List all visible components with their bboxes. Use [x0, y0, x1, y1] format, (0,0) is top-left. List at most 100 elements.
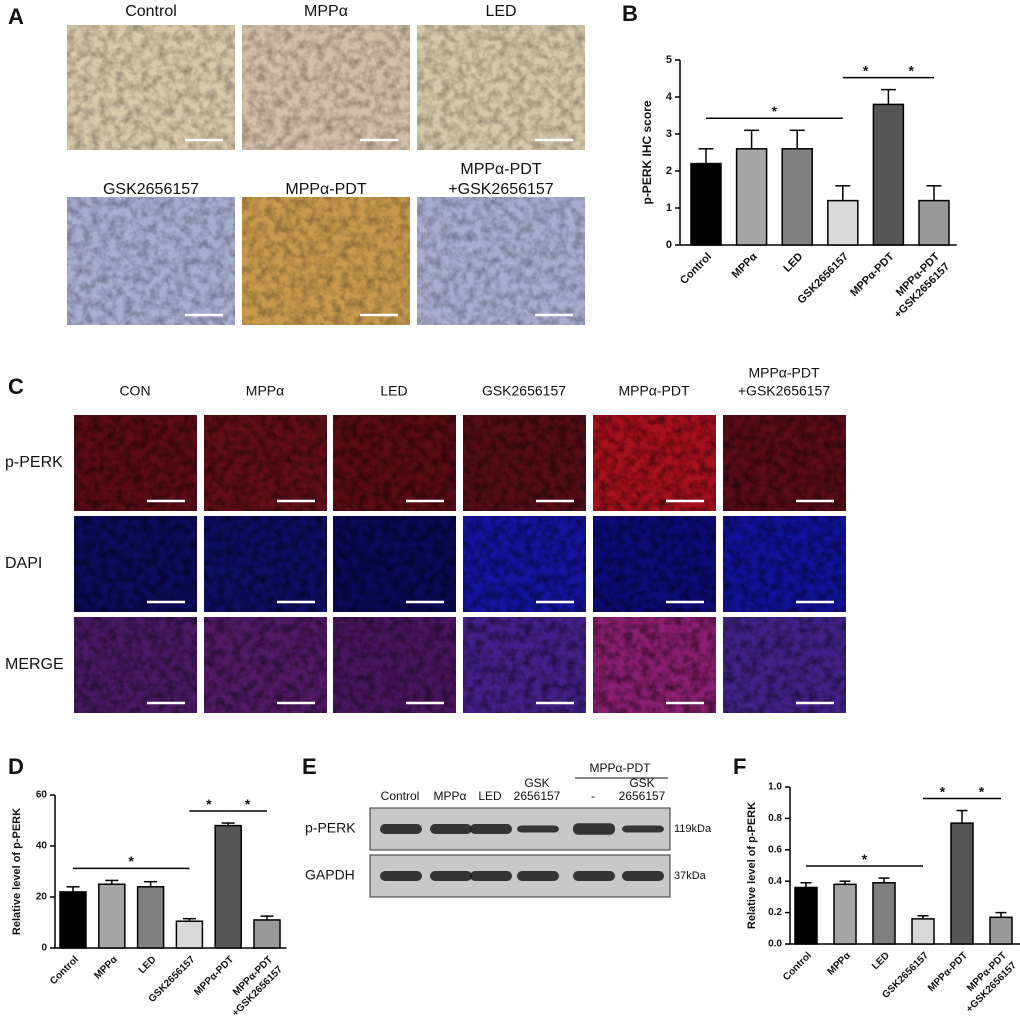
if-image-texture	[204, 617, 327, 713]
y-tick-label: 0	[666, 239, 672, 251]
ihc-caption: MPPα	[304, 3, 348, 20]
if-column-label: MPPα-PDT	[748, 365, 820, 381]
panel-label: D	[8, 754, 24, 779]
blot-band	[380, 871, 422, 881]
panel-label: F	[733, 754, 746, 779]
y-tick-label: 3	[666, 128, 672, 140]
ihc-caption: GSK2656157	[103, 181, 199, 198]
bar	[175, 920, 204, 949]
y-tick-label: 0.6	[768, 844, 782, 855]
y-axis-label: Relative level of p-PERK	[11, 808, 23, 935]
ihc-image-texture	[67, 197, 235, 325]
if-image-texture	[593, 516, 716, 612]
if-image-texture	[333, 617, 456, 713]
x-tick-label: MPPα-PDT	[192, 954, 236, 998]
bar	[872, 882, 896, 945]
blot-lane-label: -	[591, 789, 595, 803]
bar	[214, 824, 242, 949]
bar	[950, 822, 974, 945]
bar	[989, 916, 1013, 945]
significance-label: *	[908, 62, 914, 78]
if-image-texture	[74, 516, 197, 612]
if-image-texture	[593, 415, 716, 511]
y-tick-label: 5	[666, 54, 672, 66]
if-column-label: MPPα	[246, 383, 284, 399]
if-image-texture	[204, 516, 327, 612]
blot-band	[430, 824, 472, 834]
blot-lane-label: GSK	[524, 776, 549, 790]
blot-band	[573, 823, 615, 835]
y-tick-label: 2	[666, 165, 672, 177]
y-tick-label: 0	[41, 943, 47, 954]
blot-band	[470, 824, 512, 834]
bar	[98, 883, 126, 949]
y-tick-label: 0.2	[768, 907, 782, 918]
blot-lane-label: 2656157	[514, 789, 561, 803]
x-tick-label: MPPα-PDT	[926, 950, 970, 994]
y-axis-label: p-PERK IHC score	[640, 100, 654, 204]
bar	[253, 919, 281, 949]
if-image-texture	[74, 617, 197, 713]
x-tick-label: MPPα	[92, 954, 120, 982]
if-image-texture	[204, 415, 327, 511]
bar	[827, 199, 859, 246]
blot-band	[380, 824, 422, 834]
bar	[794, 886, 818, 945]
blot-band	[622, 871, 664, 881]
blot-row-label: GAPDH	[305, 867, 355, 883]
blot-row-label: p-PERK	[305, 820, 356, 836]
if-image-texture	[333, 415, 456, 511]
if-image-texture	[333, 516, 456, 612]
if-column-label: CON	[119, 383, 150, 399]
if-row-label: DAPI	[5, 555, 42, 572]
x-tick-label: MPPα-PDT	[848, 250, 896, 298]
if-column-label: LED	[380, 383, 407, 399]
bar	[872, 103, 905, 246]
bar	[918, 199, 950, 246]
significance-label: *	[772, 103, 778, 119]
x-tick-label: LED	[137, 954, 159, 976]
x-tick-label: LED	[870, 950, 892, 972]
blot-lane-label: Control	[381, 789, 420, 803]
if-image-texture	[463, 415, 586, 511]
if-image-texture	[463, 516, 586, 612]
ihc-image-texture	[417, 197, 585, 325]
blot-lane-label: GSK	[629, 776, 654, 790]
y-tick-label: 1.0	[768, 782, 782, 793]
if-column-label: GSK2656157	[482, 383, 566, 399]
significance-label: *	[206, 796, 212, 812]
ihc-image-texture	[242, 197, 410, 325]
blot-band	[517, 825, 559, 833]
significance-label: *	[940, 783, 946, 799]
y-tick-label: 0.0	[768, 939, 782, 950]
bar	[735, 148, 768, 246]
x-tick-label: LED	[781, 251, 805, 275]
y-tick-label: 40	[36, 841, 48, 852]
panel-label: C	[8, 374, 24, 399]
panel-label: A	[8, 4, 24, 29]
if-image-texture	[463, 617, 586, 713]
x-tick-label: MPPα	[826, 950, 854, 978]
ihc-caption: Control	[125, 3, 177, 20]
bar	[136, 886, 165, 949]
if-image-texture	[723, 617, 846, 713]
x-tick-label: Control	[781, 950, 814, 983]
significance-label: *	[863, 62, 869, 78]
ihc-caption: MPPα-PDT	[460, 161, 541, 178]
bar	[690, 162, 722, 246]
blot-band	[622, 825, 664, 833]
ihc-image-texture	[417, 25, 585, 150]
significance-label: *	[128, 853, 134, 869]
panel-label: B	[622, 1, 638, 26]
y-axis-label: Relative level of p-PERK	[746, 802, 758, 929]
blot-lane-label: MPPα	[434, 789, 467, 803]
if-image-texture	[74, 415, 197, 511]
blot-lane-label: LED	[478, 789, 502, 803]
if-column-label: +GSK2656157	[738, 383, 830, 399]
significance-label: *	[979, 783, 985, 799]
x-tick-label: Control	[48, 954, 81, 987]
blot-lane-label: 2656157	[619, 789, 666, 803]
ihc-image-texture	[67, 25, 235, 150]
if-column-label: MPPα-PDT	[618, 383, 690, 399]
